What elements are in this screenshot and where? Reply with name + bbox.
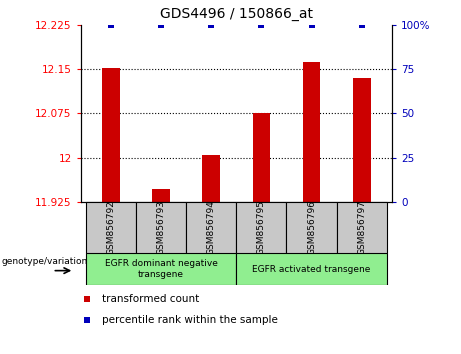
Text: GSM856795: GSM856795 — [257, 200, 266, 255]
Text: genotype/variation: genotype/variation — [1, 257, 88, 266]
Text: GSM856796: GSM856796 — [307, 200, 316, 255]
Bar — [86, 253, 236, 285]
Bar — [202, 155, 220, 202]
Text: GSM856792: GSM856792 — [106, 200, 115, 255]
Text: GSM856794: GSM856794 — [207, 200, 216, 255]
Text: EGFR dominant negative
transgene: EGFR dominant negative transgene — [105, 259, 218, 279]
Bar — [337, 202, 387, 253]
Bar — [253, 113, 270, 202]
Bar — [136, 202, 186, 253]
Bar — [353, 78, 371, 202]
Text: percentile rank within the sample: percentile rank within the sample — [102, 315, 278, 325]
Bar — [186, 202, 236, 253]
Bar — [236, 202, 286, 253]
Bar — [152, 189, 170, 202]
Bar — [102, 68, 119, 202]
Text: EGFR activated transgene: EGFR activated transgene — [252, 264, 371, 274]
Title: GDS4496 / 150866_at: GDS4496 / 150866_at — [160, 7, 313, 21]
Text: GSM856797: GSM856797 — [357, 200, 366, 255]
Bar — [286, 202, 337, 253]
Text: transformed count: transformed count — [102, 294, 200, 304]
Text: GSM856793: GSM856793 — [156, 200, 165, 255]
Bar — [236, 253, 387, 285]
Bar — [86, 202, 136, 253]
Bar — [303, 62, 320, 202]
